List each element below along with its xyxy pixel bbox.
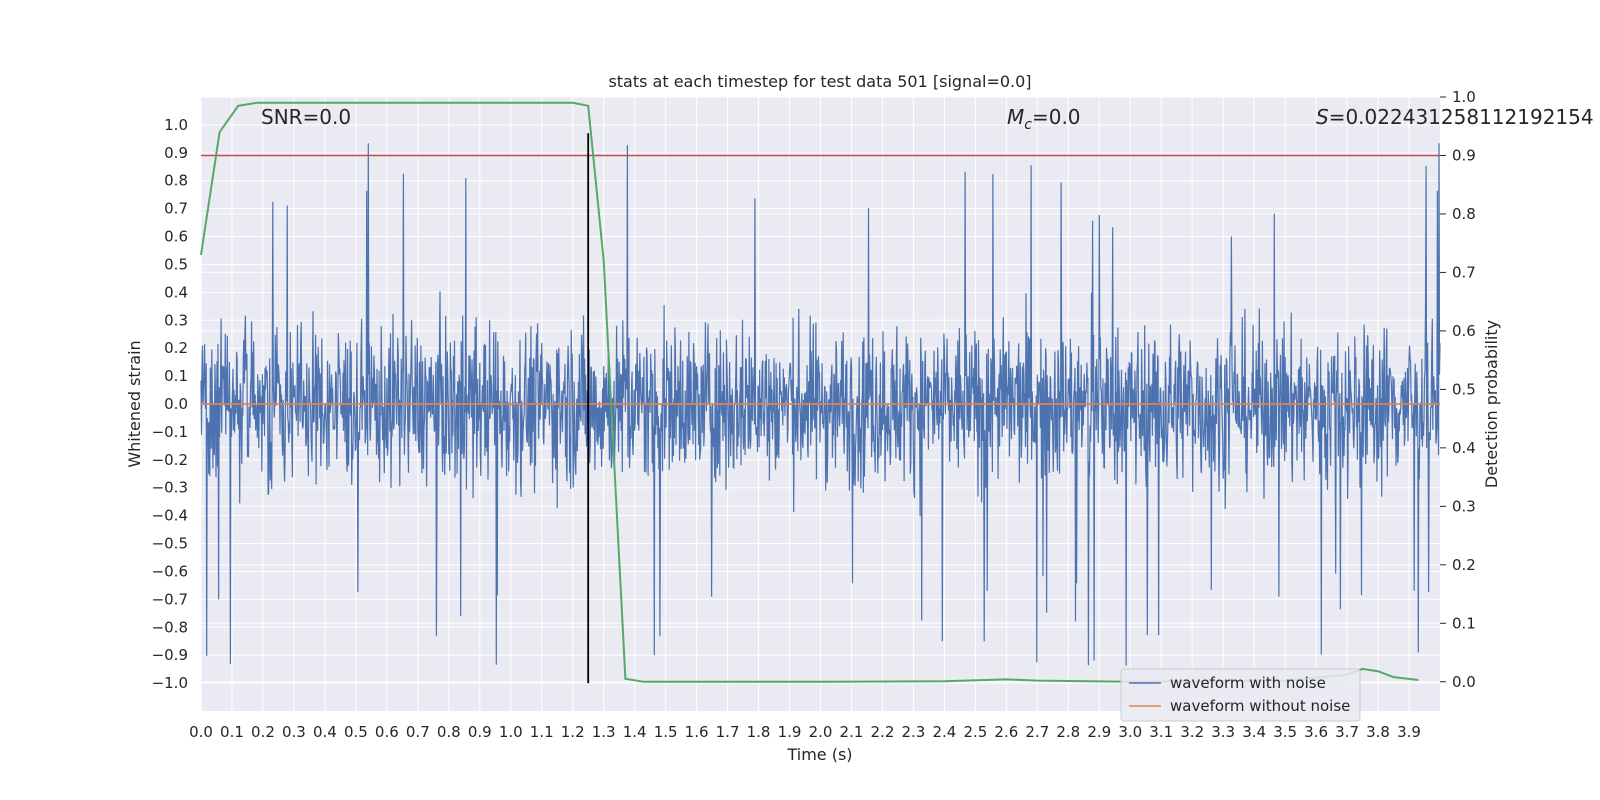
x-tick-label: 3.4 [1242, 723, 1266, 741]
chirp-mass-symbol: M [1007, 105, 1024, 129]
x-tick-label: 3.8 [1366, 723, 1390, 741]
chirp-mass-subscript: c [1024, 117, 1032, 133]
x-tick-label: 0.1 [220, 723, 244, 741]
x-tick-label: 3.9 [1397, 723, 1421, 741]
right-y-tick-label: 0.3 [1452, 497, 1476, 515]
x-tick-label: 0.6 [375, 723, 399, 741]
y-tick-label: −0.3 [152, 479, 188, 497]
x-tick-label: 0.5 [344, 723, 368, 741]
x-tick-label: 2.9 [1087, 723, 1111, 741]
y-tick-label: −0.6 [152, 562, 188, 580]
legend-label-noise: waveform with noise [1170, 674, 1326, 692]
legend-box [1120, 668, 1361, 722]
y-tick-label: −0.4 [152, 507, 188, 525]
right-y-tick-label: 0.1 [1452, 614, 1476, 632]
right-y-tick-label: 0.9 [1452, 146, 1476, 164]
x-tick-label: 1.3 [592, 723, 616, 741]
spin-symbol: S [1316, 105, 1329, 129]
x-tick-label: 3.7 [1335, 723, 1359, 741]
y-tick-labels: 1.0 0.9 0.8 0.7 0.6 0.5 0.4 0.3 0.2 0.1 0.0 −0.1 −0.… [152, 116, 188, 692]
y-tick-label: −0.9 [152, 646, 188, 664]
x-tick-label: 3.5 [1273, 723, 1297, 741]
x-tick-label: 1.1 [530, 723, 554, 741]
x-tick-label: 3.0 [1118, 723, 1142, 741]
x-tick-label: 0.0 [189, 723, 213, 741]
x-tick-label: 2.7 [1025, 723, 1049, 741]
right-y-tick-label: 0.6 [1452, 322, 1476, 340]
x-tick-labels: 0.0 0.1 0.2 0.3 0.4 0.5 0.6 0.7 0.8 0.9 1.0 1.1 1.2 1… [189, 723, 1421, 741]
y-tick-label: 0.0 [164, 395, 188, 413]
right-y-tick-label: 0.4 [1452, 439, 1476, 457]
y-tick-label: 0.4 [164, 283, 188, 301]
y-tick-label: −0.8 [152, 618, 188, 636]
right-y-tick-labels: 1.0 0.9 0.8 0.7 0.6 0.5 0.4 0.3 0.2 0.1 0.0 [1440, 88, 1476, 691]
y-tick-label: −0.5 [152, 535, 188, 553]
x-tick-label: 1.7 [716, 723, 740, 741]
spin-annotation: S=0.022431258112192154 [1316, 105, 1594, 129]
right-y-tick-label: 0.8 [1452, 205, 1476, 223]
x-tick-label: 0.2 [251, 723, 275, 741]
x-tick-label: 2.2 [871, 723, 895, 741]
snr-annotation: SNR=0.0 [261, 105, 351, 129]
right-y-tick-label: 0.7 [1452, 263, 1476, 281]
right-y-tick-label: 0.5 [1452, 380, 1476, 398]
y-tick-label: 1.0 [164, 116, 188, 134]
y-tick-label: −0.1 [152, 423, 188, 441]
chirp-mass-annotation: Mc=0.0 [1007, 105, 1081, 133]
legend: waveform with noise waveform without noi… [1120, 668, 1361, 722]
x-tick-label: 0.7 [406, 723, 430, 741]
right-y-tick-label: 0.0 [1452, 673, 1476, 691]
x-tick-label: 3.1 [1149, 723, 1173, 741]
reference-lines [201, 133, 1440, 684]
chirp-mass-value: =0.0 [1032, 105, 1081, 129]
x-tick-label: 1.0 [499, 723, 523, 741]
y-tick-label: 0.8 [164, 172, 188, 190]
x-tick-label: 2.8 [1056, 723, 1080, 741]
x-tick-label: 1.6 [685, 723, 709, 741]
y-tick-label: 0.3 [164, 311, 188, 329]
x-tick-label: 2.4 [932, 723, 956, 741]
y-axis-label: Whitened strain [125, 340, 144, 467]
y-tick-label: 0.9 [164, 144, 188, 162]
x-tick-label: 1.8 [747, 723, 771, 741]
x-tick-label: 1.5 [654, 723, 678, 741]
legend-label-clean: waveform without noise [1170, 697, 1350, 715]
y-tick-label: −0.7 [152, 590, 188, 608]
x-tick-label: 2.5 [963, 723, 987, 741]
spin-value: =0.022431258112192154 [1329, 105, 1594, 129]
x-tick-label: 0.4 [313, 723, 337, 741]
y-tick-label: −0.2 [152, 451, 188, 469]
x-tick-label: 0.8 [437, 723, 461, 741]
y-tick-label: 0.1 [164, 367, 188, 385]
x-tick-label: 3.3 [1211, 723, 1235, 741]
x-tick-label: 2.3 [901, 723, 925, 741]
y-tick-label: 0.5 [164, 255, 188, 273]
x-tick-label: 2.6 [994, 723, 1018, 741]
x-tick-label: 0.3 [282, 723, 306, 741]
x-tick-label: 1.2 [561, 723, 585, 741]
x-tick-label: 0.9 [468, 723, 492, 741]
x-tick-label: 3.2 [1180, 723, 1204, 741]
x-axis-label: Time (s) [786, 745, 852, 764]
chart-title: stats at each timestep for test data 501… [608, 72, 1031, 91]
right-y-tick-label: 0.2 [1452, 556, 1476, 574]
x-tick-label: 2.0 [809, 723, 833, 741]
right-y-tick-label: 1.0 [1452, 88, 1476, 106]
y-tick-label: −1.0 [152, 674, 188, 692]
x-tick-label: 2.1 [840, 723, 864, 741]
x-tick-label: 3.6 [1304, 723, 1328, 741]
y-tick-label: 0.2 [164, 339, 188, 357]
x-tick-label: 1.9 [778, 723, 802, 741]
y-tick-label: 0.6 [164, 228, 188, 246]
x-tick-label: 1.4 [623, 723, 647, 741]
right-y-axis-label: Detection probability [1482, 320, 1501, 488]
y-tick-label: 0.7 [164, 200, 188, 218]
